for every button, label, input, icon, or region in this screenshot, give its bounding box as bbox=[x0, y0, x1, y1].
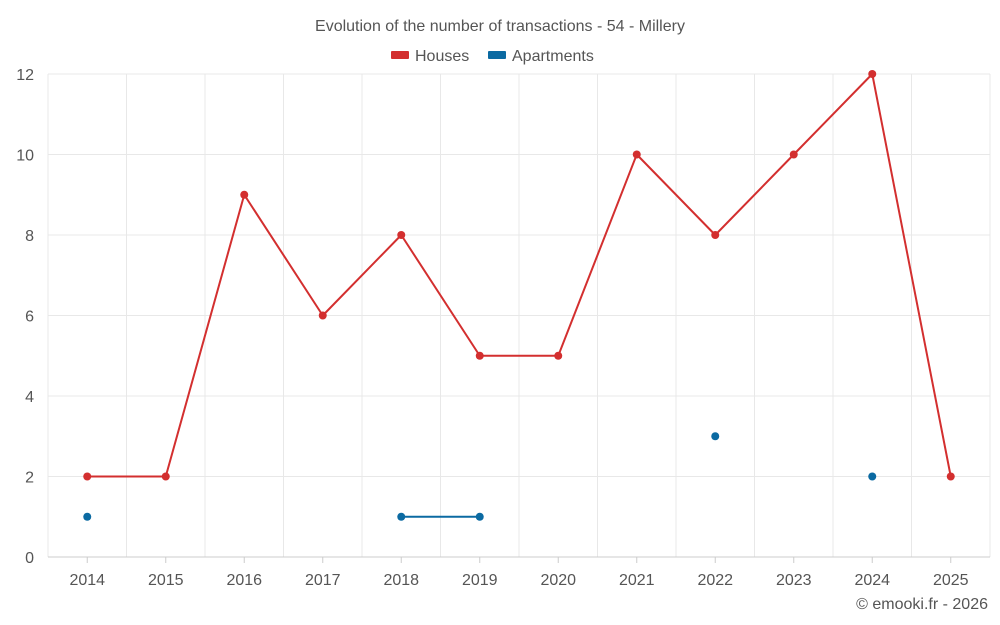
x-tick-label: 2018 bbox=[383, 572, 419, 589]
x-tick-label: 2021 bbox=[619, 572, 655, 589]
axes: 0 2 4 6 8 10 12 2014 2015 2016 2017 2018 2019 2020 202… bbox=[16, 67, 990, 589]
legend-item-houses[interactable]: Houses bbox=[391, 48, 469, 65]
series-houses bbox=[83, 70, 955, 481]
x-tick-label: 2023 bbox=[776, 572, 812, 589]
x-tick-label: 2020 bbox=[540, 572, 576, 589]
data-point-apartments[interactable] bbox=[83, 512, 92, 521]
chart-title: Evolution of the number of transactions … bbox=[315, 18, 685, 35]
x-tick-label: 2015 bbox=[148, 572, 184, 589]
data-point-houses[interactable] bbox=[711, 231, 720, 239]
data-point-houses[interactable] bbox=[161, 472, 170, 481]
y-tick-label: 8 bbox=[25, 228, 34, 245]
legend-label-apartments: Apartments bbox=[512, 48, 594, 65]
legend-swatch-houses bbox=[391, 51, 409, 59]
grid bbox=[47, 73, 991, 557]
data-point-houses[interactable] bbox=[83, 472, 92, 481]
y-tick-label: 6 bbox=[25, 309, 34, 326]
data-point-houses[interactable] bbox=[318, 311, 327, 320]
legend-label-houses: Houses bbox=[415, 48, 469, 65]
series bbox=[83, 70, 955, 521]
x-tick-label: 2022 bbox=[697, 572, 733, 589]
data-point-apartments[interactable] bbox=[475, 512, 484, 521]
data-point-apartments[interactable] bbox=[868, 472, 877, 481]
data-point-houses[interactable] bbox=[475, 351, 484, 360]
x-tick-label: 2016 bbox=[226, 572, 262, 589]
credit-text: © emooki.fr - 2026 bbox=[856, 596, 988, 613]
series-apartments bbox=[83, 432, 877, 521]
data-point-houses[interactable] bbox=[632, 150, 641, 159]
x-tick-label: 2017 bbox=[305, 572, 341, 589]
y-tick-label: 0 bbox=[25, 550, 34, 567]
data-point-houses[interactable] bbox=[868, 70, 877, 78]
data-point-houses[interactable] bbox=[554, 351, 563, 360]
data-point-apartments[interactable] bbox=[397, 512, 406, 521]
legend-item-apartments[interactable]: Apartments bbox=[488, 48, 594, 65]
data-point-houses[interactable] bbox=[946, 472, 955, 481]
x-tick-label: 2019 bbox=[462, 572, 498, 589]
y-tick-label: 4 bbox=[25, 389, 34, 406]
data-point-apartments[interactable] bbox=[711, 432, 720, 441]
legend-swatch-apartments bbox=[488, 51, 506, 59]
legend: Houses Apartments bbox=[391, 48, 594, 65]
data-point-houses[interactable] bbox=[397, 231, 406, 239]
y-tick-label: 10 bbox=[16, 148, 34, 165]
x-tick-label: 2024 bbox=[854, 572, 890, 589]
y-tick-label: 12 bbox=[16, 67, 34, 84]
data-point-houses[interactable] bbox=[240, 190, 249, 199]
x-tick-label: 2014 bbox=[69, 572, 105, 589]
data-point-houses[interactable] bbox=[789, 150, 798, 159]
series-line-houses bbox=[87, 73, 952, 478]
x-tick-label: 2025 bbox=[933, 572, 969, 589]
y-tick-label: 2 bbox=[25, 470, 34, 487]
